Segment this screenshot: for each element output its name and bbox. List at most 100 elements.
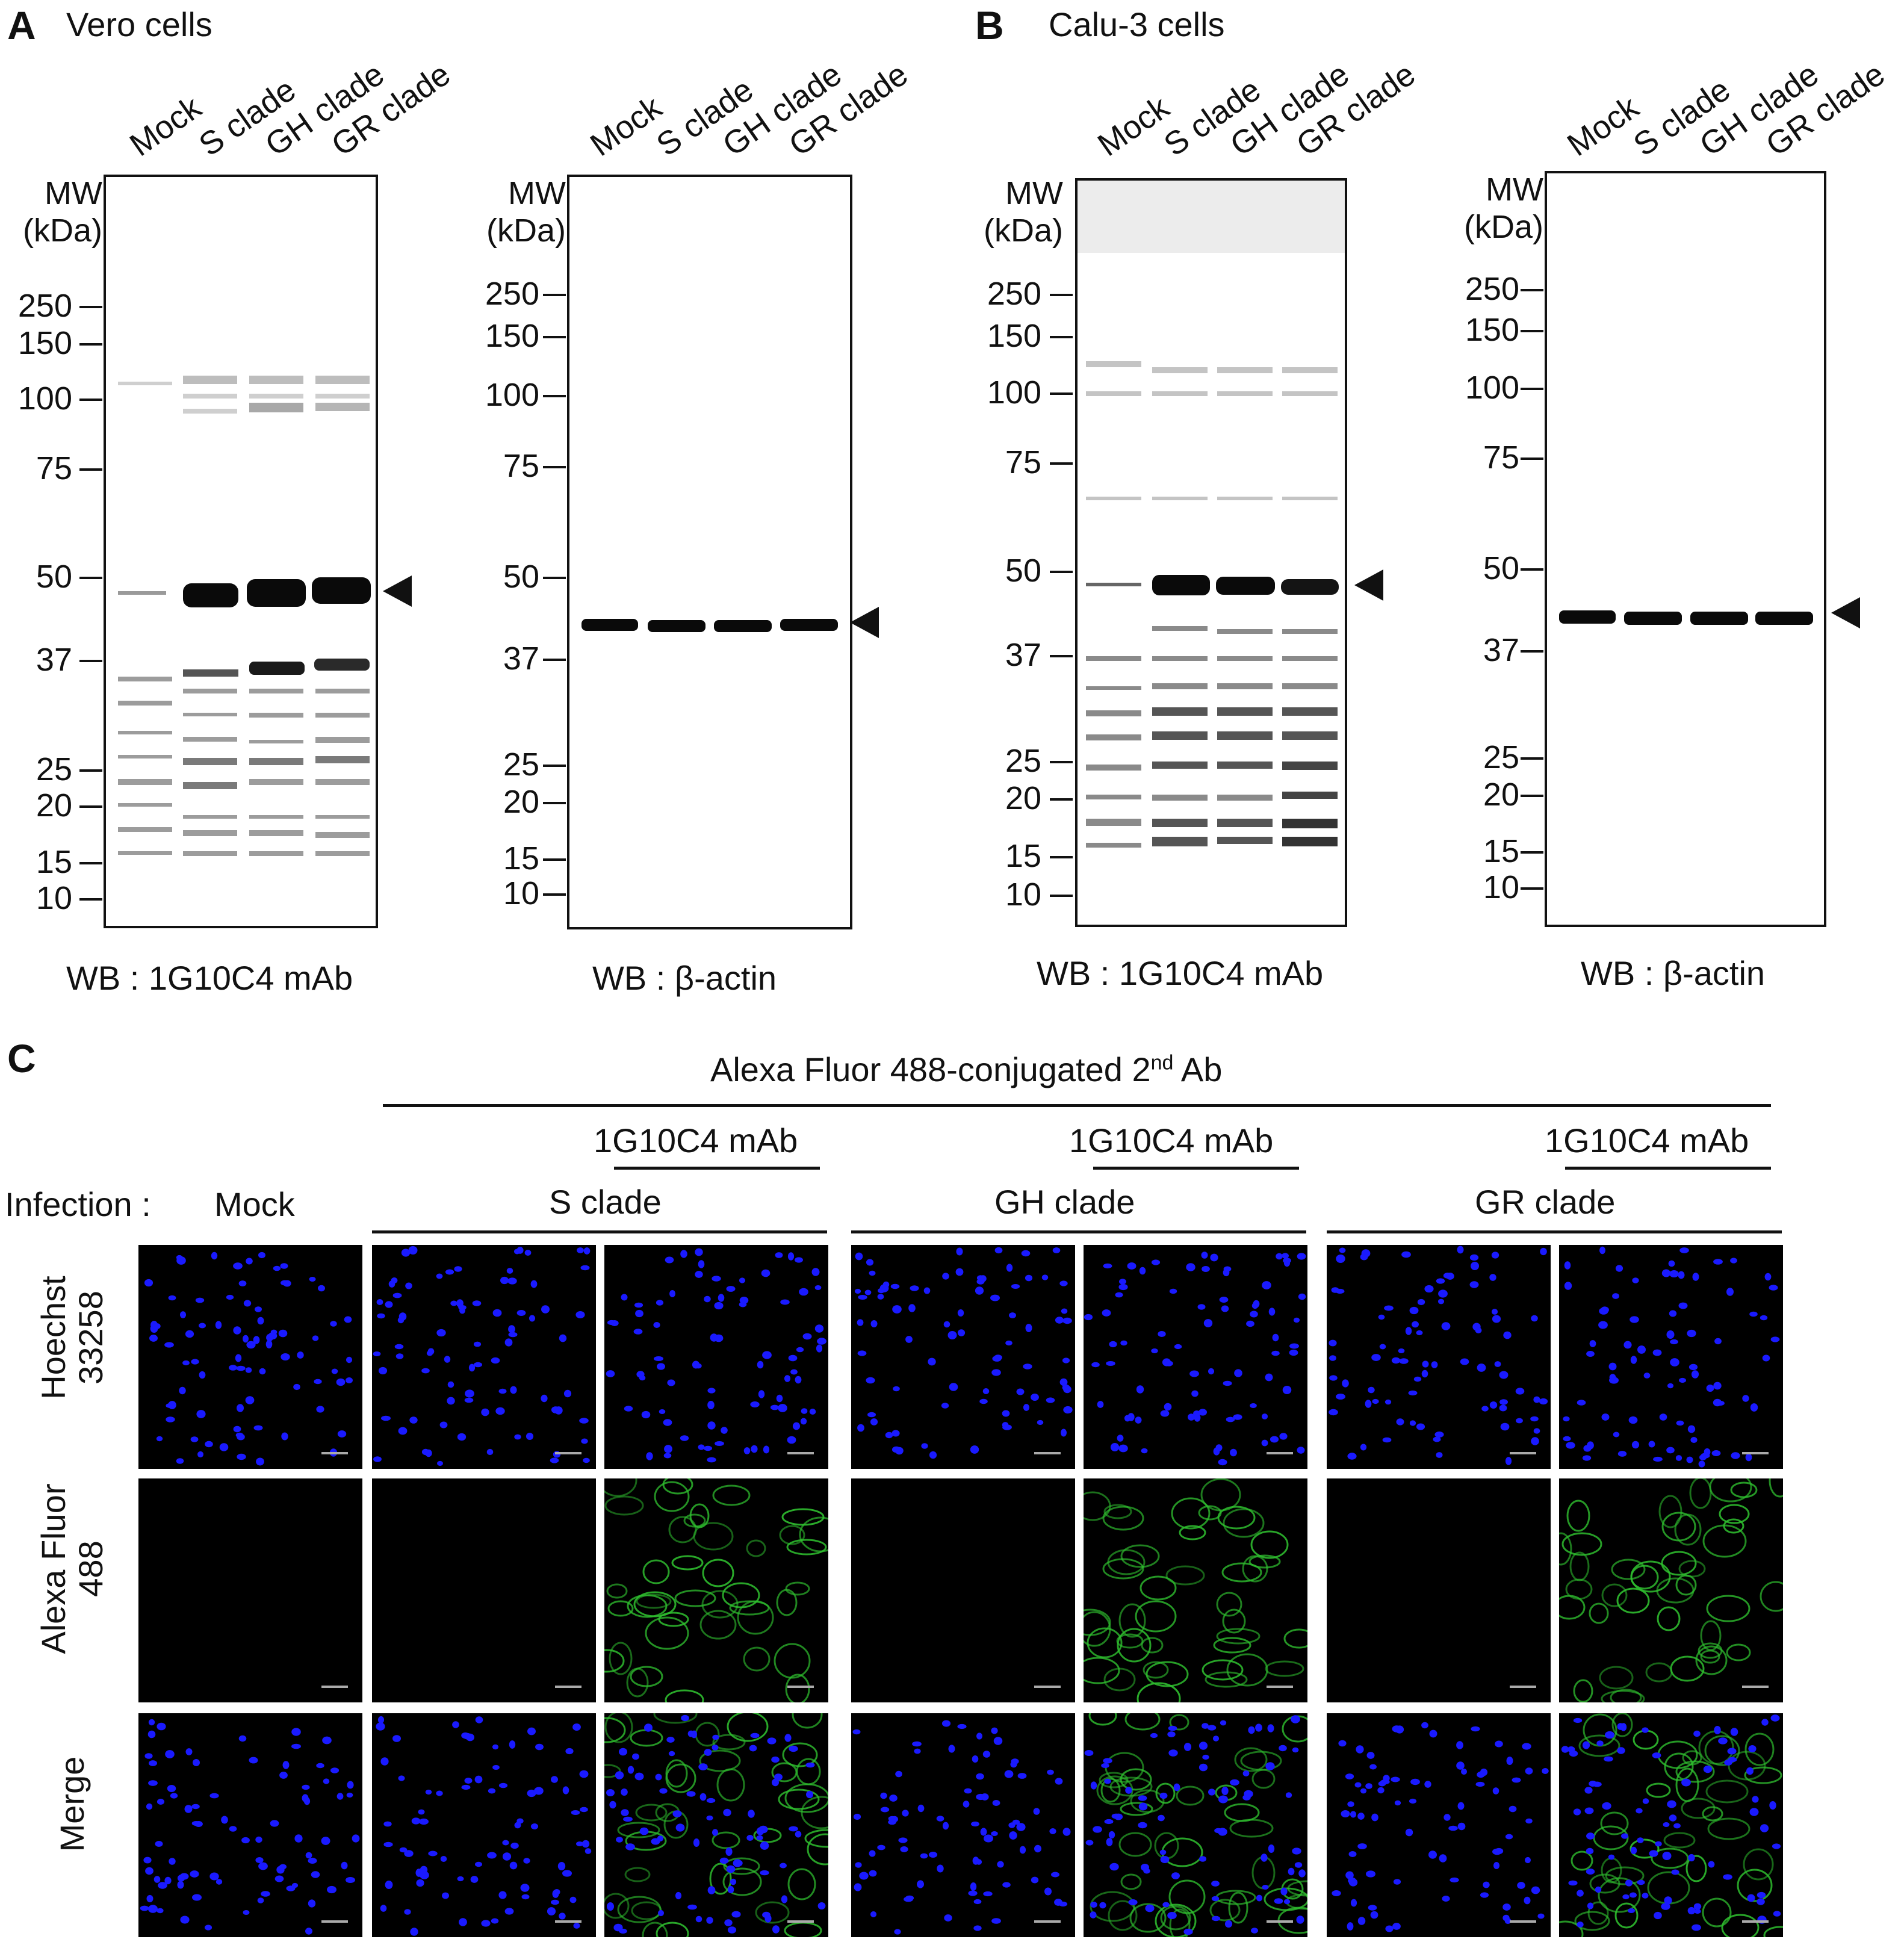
mw-marker: 15 bbox=[1483, 833, 1519, 869]
row-label-line: 488 bbox=[72, 1540, 110, 1597]
mw-tick bbox=[1050, 798, 1073, 801]
mw-marker: 250 bbox=[1465, 271, 1519, 307]
mw-marker: 20 bbox=[1005, 780, 1041, 816]
mw-marker: 15 bbox=[503, 840, 539, 876]
micrograph-panel bbox=[604, 1245, 828, 1469]
mw-tick bbox=[1050, 761, 1073, 763]
micrograph-panel bbox=[1559, 1713, 1783, 1937]
mw-marker: 10 bbox=[1005, 876, 1041, 913]
mw-tick bbox=[79, 769, 102, 772]
mw-tick bbox=[543, 466, 566, 468]
micrograph-panel bbox=[138, 1713, 362, 1937]
blot-membrane bbox=[1075, 178, 1347, 927]
mw-marker: 20 bbox=[36, 787, 72, 824]
mw-tick bbox=[1521, 650, 1543, 653]
wb-label: WB : 1G10C4 mAb bbox=[1037, 954, 1324, 992]
mw-tick bbox=[1050, 655, 1073, 657]
lane-label: Mock bbox=[123, 89, 208, 164]
secondary-ab-line bbox=[383, 1104, 1771, 1107]
mw-tick bbox=[1521, 568, 1543, 571]
micrograph-image bbox=[372, 1478, 596, 1702]
mw-marker: 150 bbox=[1465, 312, 1519, 348]
mw-marker: 50 bbox=[503, 559, 539, 595]
mw-tick bbox=[1050, 571, 1073, 573]
micrograph-image bbox=[606, 1248, 826, 1463]
micrograph-panel bbox=[851, 1713, 1075, 1937]
primary-ab-label-gh: 1G10C4 mAb bbox=[1069, 1121, 1274, 1159]
mw-marker: 150 bbox=[485, 318, 539, 354]
mw-tick bbox=[1521, 330, 1543, 332]
mw-marker: 20 bbox=[503, 784, 539, 820]
primary-ab-label-s: 1G10C4 mAb bbox=[594, 1121, 798, 1159]
mw-marker: 20 bbox=[1483, 777, 1519, 813]
micrograph-panel bbox=[1327, 1245, 1551, 1469]
micrograph-image bbox=[1084, 1478, 1307, 1702]
mw-tick bbox=[543, 765, 566, 767]
mw-marker: 37 bbox=[1483, 632, 1519, 668]
micrograph-panel bbox=[1559, 1478, 1783, 1702]
panel-c-letter: C bbox=[7, 1036, 36, 1081]
mw-marker: 10 bbox=[36, 880, 72, 916]
wb-label: WB : 1G10C4 mAb bbox=[66, 959, 353, 997]
mw-title: MW (kDa) bbox=[6, 175, 102, 249]
micrograph-panel bbox=[372, 1713, 596, 1937]
mw-marker: 10 bbox=[1483, 869, 1519, 905]
mw-tick bbox=[79, 468, 102, 471]
panel-a-letter: A bbox=[7, 3, 36, 48]
scale-bar bbox=[1267, 1686, 1293, 1688]
mw-unit: (kDa) bbox=[486, 212, 566, 249]
scale-bar bbox=[1510, 1452, 1536, 1454]
group-line-gh bbox=[851, 1230, 1306, 1233]
mw-tick bbox=[1521, 757, 1543, 760]
mw-tick bbox=[1050, 392, 1073, 395]
mw-tick bbox=[543, 336, 566, 338]
group-label-gh: GH clade bbox=[994, 1183, 1135, 1221]
micrograph-panel bbox=[372, 1478, 596, 1702]
mw-marker: 100 bbox=[987, 374, 1041, 411]
mw-unit: (kDa) bbox=[23, 212, 102, 249]
mw-marker: 25 bbox=[1005, 743, 1041, 779]
micrograph-image bbox=[138, 1478, 362, 1702]
micrograph-panel bbox=[1327, 1478, 1551, 1702]
row-label-line: Alexa Fluor bbox=[34, 1483, 72, 1654]
micrograph-panel bbox=[1559, 1245, 1783, 1469]
band-arrow bbox=[1354, 569, 1383, 601]
micrograph-panel bbox=[604, 1713, 828, 1937]
blot-membrane bbox=[104, 175, 378, 928]
micrograph-panel bbox=[1084, 1478, 1307, 1702]
secondary-ab-superscript: nd bbox=[1150, 1051, 1174, 1075]
lane-label: Mock bbox=[1561, 89, 1646, 164]
scale-bar bbox=[321, 1452, 348, 1454]
row-label-alexa: Alexa Fluor 488 bbox=[34, 1478, 110, 1659]
mw-marker: 100 bbox=[485, 377, 539, 413]
micrograph-image bbox=[1329, 1245, 1548, 1465]
scale-bar bbox=[1267, 1920, 1293, 1923]
mw-marker: 50 bbox=[1005, 553, 1041, 589]
micrograph-image bbox=[1327, 1478, 1551, 1702]
scale-bar bbox=[321, 1686, 348, 1688]
wb-label: WB : β-actin bbox=[592, 959, 777, 997]
micrograph-image bbox=[1559, 1478, 1783, 1702]
mw-marker: 75 bbox=[1483, 439, 1519, 476]
micrograph-image bbox=[376, 1716, 592, 1936]
lane-label: Mock bbox=[1091, 89, 1176, 164]
micrograph-panel bbox=[138, 1478, 362, 1702]
mw-tick bbox=[79, 898, 102, 901]
group-label-s: S clade bbox=[549, 1183, 662, 1221]
panel-a-title: Vero cells bbox=[66, 5, 212, 43]
scale-bar bbox=[321, 1920, 348, 1923]
mw-marker: 15 bbox=[36, 844, 72, 880]
mw-marker: 100 bbox=[1465, 370, 1519, 406]
mw-tick bbox=[543, 577, 566, 579]
micrograph-image bbox=[1559, 1713, 1783, 1937]
mw-label: MW bbox=[508, 175, 566, 211]
mw-tick bbox=[543, 802, 566, 804]
mw-marker: 25 bbox=[503, 746, 539, 783]
micrograph-panel bbox=[138, 1245, 362, 1469]
micrograph-image bbox=[144, 1252, 353, 1466]
infection-label: Infection : bbox=[5, 1185, 151, 1223]
secondary-ab-text: Alexa Fluor 488-conjugated 2 bbox=[710, 1050, 1151, 1088]
scale-bar bbox=[555, 1686, 581, 1688]
scale-bar bbox=[787, 1920, 814, 1923]
scale-bar bbox=[1742, 1920, 1769, 1923]
